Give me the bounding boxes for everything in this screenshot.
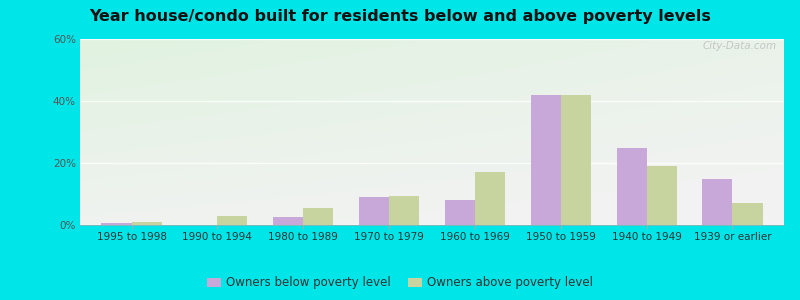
Text: Year house/condo built for residents below and above poverty levels: Year house/condo built for residents bel… — [89, 9, 711, 24]
Bar — [530, 95, 561, 225]
Legend: Owners below poverty level, Owners above poverty level: Owners below poverty level, Owners above… — [202, 272, 598, 294]
Bar — [475, 172, 505, 225]
Text: City-Data.com: City-Data.com — [703, 41, 777, 51]
Bar — [561, 95, 591, 225]
Bar — [303, 208, 334, 225]
Bar — [617, 148, 646, 225]
Bar — [733, 203, 762, 225]
Bar — [273, 217, 303, 225]
Bar — [359, 197, 389, 225]
Bar — [102, 224, 131, 225]
Bar — [131, 222, 162, 225]
Bar — [218, 216, 247, 225]
Bar — [445, 200, 475, 225]
Bar — [389, 196, 419, 225]
Bar — [702, 178, 733, 225]
Bar — [646, 166, 677, 225]
